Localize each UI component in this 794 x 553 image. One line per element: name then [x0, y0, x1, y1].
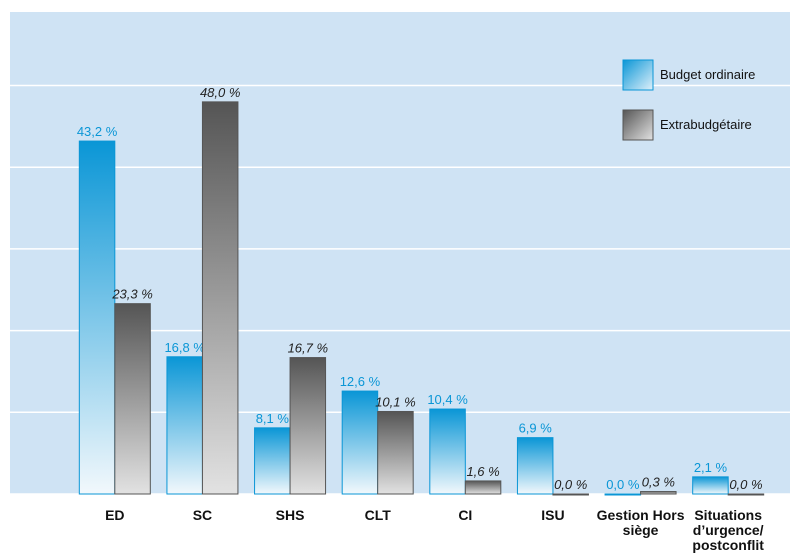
bar [604, 493, 642, 496]
value-label: 0,0 % [606, 477, 640, 492]
value-label: 48,0 % [200, 85, 240, 100]
bar [727, 493, 765, 496]
value-label: 0,0 % [554, 477, 587, 492]
value-label: 12,6 % [340, 374, 381, 389]
value-label: 1,6 % [466, 464, 499, 479]
legend-label: Extrabudgétaire [660, 117, 752, 132]
x-tick-label: SC [192, 507, 213, 523]
bar [166, 356, 203, 495]
x-tick-label: ISU [541, 507, 565, 523]
bar [201, 101, 239, 495]
value-label: 16,7 % [288, 341, 328, 356]
x-tick-label: CLT [364, 507, 391, 523]
x-tick-label: ED [105, 507, 125, 523]
bar [254, 427, 291, 495]
legend-label: Budget ordinaire [660, 67, 755, 82]
x-tick-label: Gestion Hors siège [596, 507, 685, 538]
bar [516, 437, 554, 495]
value-label: 10,4 % [427, 392, 468, 407]
legend-swatch [622, 59, 654, 91]
x-tick-label: Situations d’urgence/ postconflit [692, 507, 764, 553]
value-label: 10,1 % [375, 394, 415, 409]
value-label: 16,8 % [164, 340, 205, 355]
value-label: 23,3 % [111, 287, 152, 302]
bar [552, 493, 589, 496]
bar [640, 491, 677, 495]
bar [341, 390, 379, 495]
legend-swatch [622, 109, 654, 141]
bar [114, 303, 151, 495]
bar [377, 410, 414, 495]
bar [464, 480, 502, 495]
value-label: 8,1 % [256, 411, 290, 426]
x-tick-label: CI [458, 507, 473, 523]
bar [289, 357, 327, 495]
bar [429, 408, 466, 495]
x-tick-label: SHS [275, 507, 305, 523]
value-label: 2,1 % [694, 460, 728, 475]
value-label: 0,3 % [642, 475, 675, 490]
value-label: 6,9 % [519, 421, 553, 436]
bar [78, 140, 116, 495]
value-label: 43,2 % [77, 124, 118, 139]
value-label: 0,0 % [729, 477, 762, 492]
bar [692, 476, 729, 495]
